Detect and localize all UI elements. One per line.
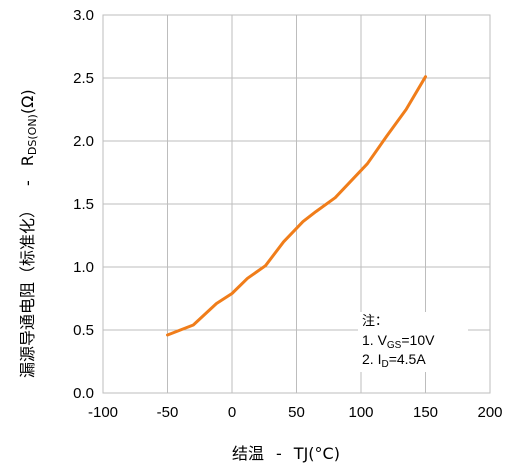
y-tick-label: 1.0 [73, 259, 94, 276]
y-tick-label: 1.5 [73, 196, 94, 213]
x-tick-label: 100 [348, 404, 373, 421]
y-tick-labels: 0.0 0.5 1.0 1.5 2.0 2.5 3.0 [73, 7, 94, 402]
plot-frame [102, 14, 491, 394]
y-tick-label: 3.0 [73, 7, 94, 24]
annotation-title: 注： [362, 314, 388, 329]
x-tick-label: 200 [477, 404, 502, 421]
y-tick-label: 2.0 [73, 133, 94, 150]
x-tick-label: 0 [228, 404, 236, 421]
annotation-line-id: 2. ID=4.5A [362, 351, 426, 370]
x-axis-title: 结温 - TJ(°C) [232, 444, 340, 463]
x-tick-label: -50 [157, 404, 179, 421]
y-tick-label: 0.5 [73, 322, 94, 339]
x-tick-label: 150 [413, 404, 438, 421]
series-layer [166, 75, 427, 337]
x-tick-label: 50 [288, 404, 305, 421]
y-tick-label: 0.0 [73, 385, 94, 402]
y-tick-label: 2.5 [73, 70, 94, 87]
x-tick-labels: -100 -50 0 50 100 150 200 [88, 404, 503, 421]
y-axis-title: 漏源导通电阻（标准化）-RDS(ON)(Ω) [18, 89, 39, 378]
series-line-0 [166, 75, 427, 337]
annotation-line-vgs: 1. VGS=10V [362, 332, 435, 351]
x-tick-label: -100 [88, 404, 118, 421]
annotation-box [358, 312, 468, 372]
